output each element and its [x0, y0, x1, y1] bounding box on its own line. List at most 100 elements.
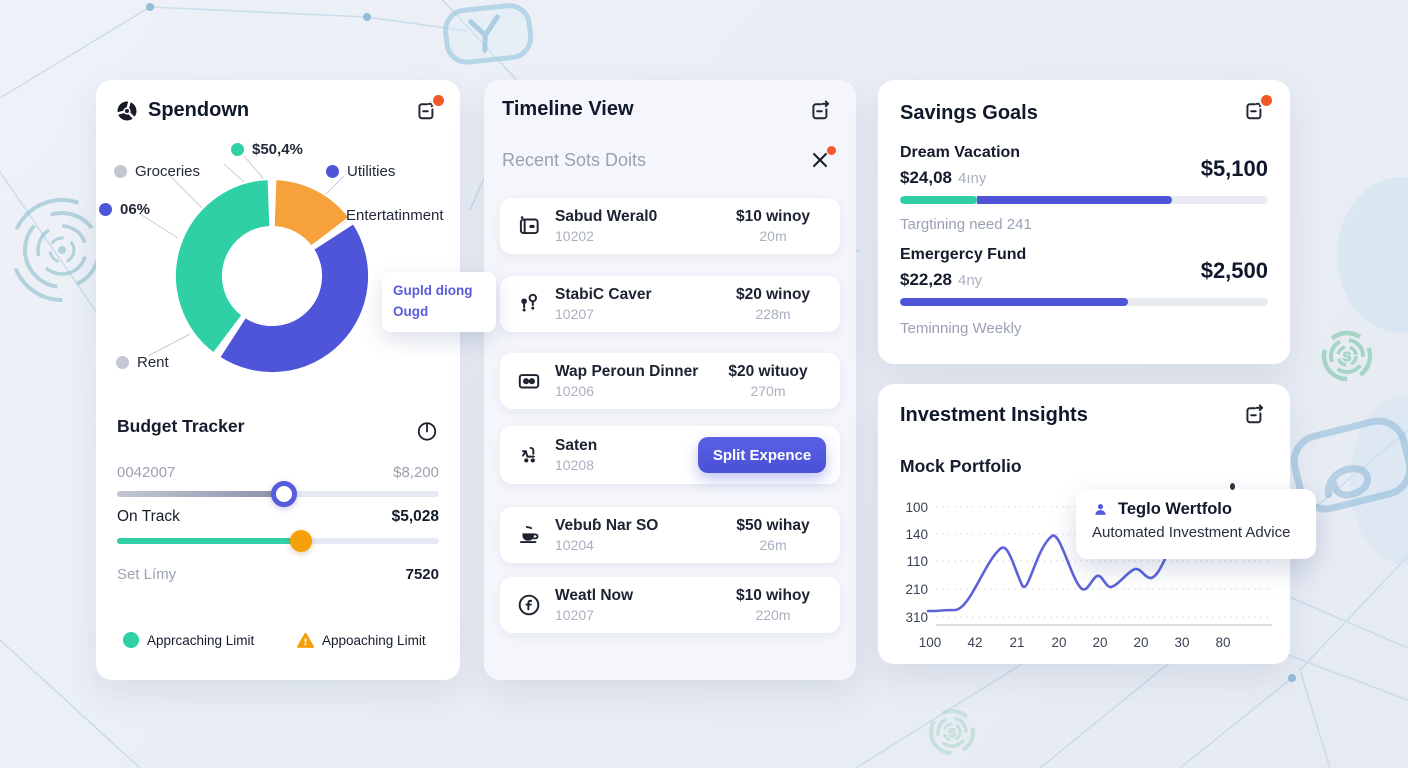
notification-dot: [827, 146, 836, 155]
spending-donut-chart[interactable]: [96, 130, 460, 390]
spendown-card: Spendown $50,4% Grocer: [96, 80, 496, 680]
transaction-row[interactable]: Weatl Now 10207 $10 wihoy 220m: [500, 577, 840, 633]
cart-icon: [516, 442, 542, 468]
transaction-name: Wap Peroun Dinner: [555, 363, 699, 380]
donut-tooltip-line1: Gupld diong: [393, 283, 473, 298]
x-tick: 42: [967, 635, 982, 650]
transaction-amount: $20 wituoy: [728, 363, 808, 380]
donut-tooltip: Gupld diong Ougd: [382, 272, 496, 332]
notification-badge: [431, 93, 446, 108]
y-tick: 100: [905, 500, 928, 515]
goal-name: Emergercy Fund: [900, 246, 1027, 263]
transaction-amount: $10 winoy: [735, 208, 811, 225]
x-tick: 20: [1133, 635, 1148, 650]
timeline-title: Timeline View: [502, 98, 634, 120]
teal-dot-icon: [231, 142, 244, 156]
indigo-dot-icon: [326, 164, 339, 178]
close-icon[interactable]: [810, 146, 836, 170]
transaction-row[interactable]: Wap Peroun Dinner 10206 $20 wituoy 270m: [500, 353, 840, 409]
transaction-id: 10207: [555, 306, 594, 322]
timer-icon[interactable]: [416, 420, 438, 442]
split-expense-button[interactable]: Split Expence: [698, 437, 826, 473]
transaction-row[interactable]: StabiC Caver 10207 $20 winoy 228m: [500, 276, 840, 332]
budget-row3-label: Set Límy: [117, 566, 177, 583]
teal-dot-icon: [123, 632, 139, 648]
transaction-id: 10207: [555, 607, 594, 623]
teal-spiral-bottom-decoration: S: [929, 709, 975, 755]
y-badge-decoration: [443, 3, 534, 65]
donut-slice-orange: [272, 178, 351, 248]
investment-tooltip: Teglo Wertfolo Automated Investment Advi…: [1076, 489, 1316, 559]
goal-caption: Teminning Weekly: [900, 320, 1022, 337]
transaction-row[interactable]: Vebuɓ Nar SO 10204 $50 wihay 26m: [500, 507, 840, 563]
export-icon[interactable]: [414, 93, 446, 124]
goal-progress-bar: [900, 196, 1268, 204]
legend-pct-teal: $50,4%: [231, 139, 303, 159]
x-tick: 30: [1174, 635, 1189, 650]
transaction-time: 228m: [755, 306, 791, 322]
budget-slider-1[interactable]: [117, 481, 439, 507]
transaction-id: 10204: [555, 537, 594, 553]
budget-legend-warn: Appoaching Limit: [296, 630, 426, 650]
x-tick: 20: [1092, 635, 1107, 650]
teal-spiral-right-decoration: S: [1321, 330, 1373, 382]
x-tick: 20: [1051, 635, 1066, 650]
export-icon[interactable]: [1242, 93, 1274, 124]
y-tick: 310: [905, 610, 928, 625]
donut-slice-indigo: [217, 221, 371, 375]
donut-slice-teal: [174, 178, 272, 355]
y-tick: 210: [905, 582, 928, 597]
timeline-card: Timeline View Recent Sots Doits Sabud We…: [484, 80, 856, 680]
spendown-title: Spendown: [148, 99, 250, 121]
mock-portfolio-subtitle: Mock Portfolio: [900, 456, 1022, 476]
cursor-dot: [1230, 483, 1235, 490]
goal-target: $2,500: [1200, 258, 1268, 283]
legend-groceries: Groceries: [114, 161, 200, 181]
budget-row3-value: 7520: [405, 566, 439, 583]
y-tick: 140: [905, 527, 928, 542]
tooltip-description: Automated Investment Advice: [1092, 524, 1291, 541]
transaction-amount: $20 winoy: [735, 286, 811, 303]
transaction-time: 26m: [759, 537, 787, 553]
portfolio-line: [926, 528, 1180, 613]
goal-amount: $22,28 4ny: [900, 270, 983, 289]
goal-amount: $24,08 4ıny: [900, 168, 987, 187]
budget-row1-value: $8,200: [393, 464, 439, 481]
coffee-icon: [516, 522, 542, 548]
export-icon[interactable]: [1242, 402, 1268, 428]
x-tick: 21: [1009, 635, 1024, 650]
svg-text:S: S: [1343, 349, 1352, 364]
notification-badge: [1259, 93, 1274, 108]
transaction-id: 10208: [555, 457, 594, 473]
transaction-name: Sabud Weral0: [555, 208, 658, 225]
blue-s-sketch-decoration: [1290, 417, 1408, 513]
map-pins-icon: [516, 291, 542, 317]
gray-dot-icon: [116, 355, 129, 369]
transaction-row[interactable]: Sabud Weral0 10202 $10 winoy 20m: [500, 198, 840, 254]
budget-row1-label: 0042007: [117, 464, 176, 481]
transaction-name: StabiC Caver: [555, 286, 652, 303]
transaction-name: Saten: [555, 437, 598, 454]
budget-slider-2[interactable]: [117, 530, 439, 552]
x-tick: 80: [1215, 635, 1230, 650]
wallet-icon: [516, 213, 542, 239]
slider-thumb-orange[interactable]: [289, 530, 312, 552]
savings-title: Savings Goals: [900, 102, 1038, 124]
legend-utilities: Utilities: [326, 161, 395, 181]
legend-entertainment: Entertatinment: [346, 206, 444, 224]
transaction-name: Weatl Now: [555, 587, 634, 604]
transaction-name: Vebuɓ Nar SO: [555, 517, 659, 534]
transaction-row[interactable]: Saten 10208 Split Expence: [500, 426, 840, 484]
export-icon[interactable]: [808, 98, 834, 124]
slider-thumb-indigo[interactable]: [271, 481, 298, 507]
x-tick: 100: [919, 635, 942, 650]
person-icon: [1092, 501, 1109, 518]
goal-progress-bar: [900, 298, 1268, 306]
credit-card-icon: [516, 368, 542, 394]
donut-tooltip-line2: Ougd: [393, 303, 429, 319]
savings-goals-card: Savings Goals Dream Vacation $24,08 4ıny …: [878, 80, 1290, 364]
transaction-amount: $50 wihay: [736, 517, 810, 534]
goal-caption: Targtining need 241: [900, 216, 1032, 233]
clock-circle-icon: [516, 592, 542, 618]
